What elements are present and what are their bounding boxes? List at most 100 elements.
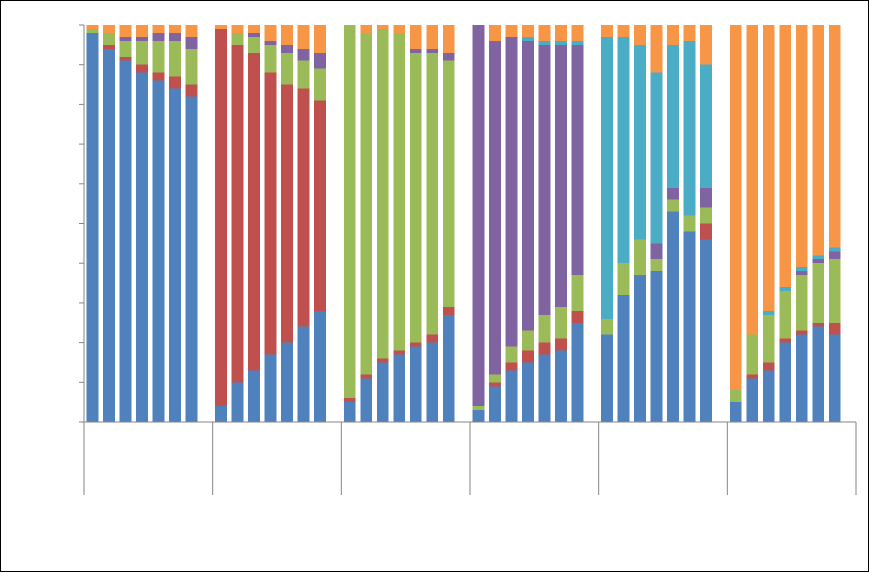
bar-segment-g2-b1-s6 <box>215 25 227 29</box>
bar-segment-g6-b3-s2 <box>762 362 775 371</box>
bar-segment-g3-b3-s3 <box>376 28 389 359</box>
bar-segment-g2-b4-s3 <box>264 44 277 73</box>
bar-segment-g2-b7-s1 <box>314 310 326 422</box>
bar-segment-g3-b7-s2 <box>442 306 455 315</box>
bar-segment-g1-b6-s1 <box>169 88 181 423</box>
bar-segment-g4-b2-s3 <box>489 374 501 383</box>
bar-segment-g3-b1-s1 <box>343 402 356 422</box>
bar-segment-g6-b5-s4 <box>795 271 808 276</box>
bar-segment-g1-b4-s1 <box>136 72 148 422</box>
bar-segment-g1-b1-s6 <box>86 25 99 29</box>
bar-segment-g6-b3-s6 <box>762 25 775 311</box>
bar-segment-g1-b6-s4 <box>169 32 181 41</box>
bar-segment-g5-b5-s6 <box>667 25 679 45</box>
bar-segment-g5-b7-s2 <box>700 223 712 240</box>
bar-segment-g1-b2-s3 <box>103 32 115 45</box>
bar-segment-g4-b6-s4 <box>555 44 567 307</box>
bar-segment-g5-b1-s6 <box>601 25 613 37</box>
bar-segment-g4-b6-s5 <box>555 40 567 45</box>
bar-segment-g2-b4-s2 <box>264 72 277 355</box>
bar-segment-g5-b2-s5 <box>617 36 630 264</box>
bar-segment-g4-b2-s6 <box>489 25 501 41</box>
bar-segment-g1-b3-s3 <box>119 40 132 57</box>
bar-segment-g6-b7-s1 <box>828 334 841 422</box>
bar-segment-g6-b1-s6 <box>729 25 742 391</box>
bar-segment-g4-b1-s1 <box>472 410 485 422</box>
bar-segment-g1-b5-s1 <box>152 80 165 422</box>
bar-segment-g2-b5-s2 <box>281 84 293 343</box>
bar-segment-g4-b3-s3 <box>505 346 518 363</box>
bar-segment-g4-b4-s3 <box>522 330 534 351</box>
bar-segment-g3-b7-s6 <box>442 25 455 53</box>
bar-segment-g3-b7-s1 <box>442 314 455 422</box>
bar-segment-g6-b5-s3 <box>795 275 808 331</box>
bar-segment-g6-b5-s6 <box>795 25 808 268</box>
bar-segment-g6-b2-s2 <box>746 374 759 379</box>
bar-segment-g6-b2-s6 <box>746 25 759 335</box>
bar-segment-g6-b4-s2 <box>779 338 792 343</box>
bar-segment-g2-b2-s1 <box>231 382 244 422</box>
bar-segment-g6-b2-s1 <box>746 378 759 422</box>
bar-segment-g5-b6-s5 <box>683 40 696 216</box>
bar-segment-g4-b3-s2 <box>505 362 518 371</box>
bar-segment-g3-b4-s2 <box>393 350 406 355</box>
bar-segment-g1-b6-s6 <box>169 25 181 33</box>
bar-segment-g1-b7-s4 <box>185 36 198 49</box>
bar-segment-g4-b4-s1 <box>522 362 534 422</box>
bar-segment-g3-b5-s6 <box>409 25 422 49</box>
bar-segment-g2-b2-s3 <box>231 32 244 45</box>
bar-segment-g2-b6-s4 <box>297 48 310 61</box>
bar-segment-g1-b2-s6 <box>103 25 115 33</box>
bar-segment-g3-b2-s6 <box>360 25 373 33</box>
bar-segment-g6-b6-s3 <box>812 263 825 323</box>
bar-segment-g4-b5-s4 <box>538 44 551 315</box>
bar-segment-g3-b6-s2 <box>426 334 439 343</box>
bar-segment-g3-b7-s3 <box>442 60 455 307</box>
bar-segment-g2-b5-s3 <box>281 52 293 85</box>
bar-segment-g1-b4-s2 <box>136 64 148 73</box>
bar-segment-g5-b5-s4 <box>667 187 679 200</box>
bar-segment-g4-b5-s2 <box>538 342 551 355</box>
bar-segment-g1-b5-s2 <box>152 72 165 81</box>
bar-segment-g4-b7-s5 <box>571 40 584 45</box>
bar-segment-g6-b7-s6 <box>828 25 841 248</box>
bar-segment-g5-b3-s6 <box>634 25 646 45</box>
bar-segment-g1-b6-s3 <box>169 40 181 77</box>
bar-segment-g3-b2-s1 <box>360 378 373 422</box>
bar-segment-g6-b6-s5 <box>812 255 825 260</box>
bar-segment-g4-b3-s6 <box>505 25 518 37</box>
bar-segment-g2-b6-s3 <box>297 60 310 89</box>
bar-segment-g5-b7-s4 <box>700 187 712 208</box>
bar-segment-g6-b4-s6 <box>779 25 792 288</box>
bar-segment-g6-b2-s3 <box>746 334 759 375</box>
bar-segment-g5-b4-s3 <box>650 259 663 272</box>
bar-segment-g5-b5-s5 <box>667 44 679 188</box>
bar-segment-g1-b5-s4 <box>152 32 165 41</box>
bar-segment-g1-b6-s2 <box>169 76 181 89</box>
bar-segment-g5-b1-s1 <box>601 334 613 422</box>
bar-segment-g6-b5-s2 <box>795 330 808 335</box>
bar-segment-g5-b2-s3 <box>617 263 630 295</box>
bar-segment-g5-b2-s1 <box>617 294 630 422</box>
bar-segment-g6-b5-s1 <box>795 334 808 422</box>
bar-segment-g5-b7-s1 <box>700 239 712 422</box>
bar-segment-g4-b4-s6 <box>522 25 534 37</box>
bar-segment-g2-b7-s2 <box>314 100 326 311</box>
bar-segment-g1-b3-s6 <box>119 25 132 37</box>
bar-segment-g1-b7-s2 <box>185 84 198 97</box>
bar-segment-g3-b4-s6 <box>393 25 406 33</box>
bar-segment-g2-b7-s3 <box>314 68 326 101</box>
bar-segment-g4-b6-s2 <box>555 338 567 351</box>
bar-segment-g2-b3-s1 <box>248 370 260 422</box>
bar-segment-g4-b2-s4 <box>489 40 501 375</box>
bar-segment-g5-b2-s6 <box>617 25 630 37</box>
bar-segment-g2-b5-s1 <box>281 342 293 422</box>
bar-segment-g6-b7-s4 <box>828 251 841 260</box>
bar-segment-g6-b4-s3 <box>779 290 792 339</box>
bar-segment-g2-b7-s6 <box>314 25 326 53</box>
bar-segment-g3-b6-s1 <box>426 342 439 422</box>
bar-segment-g5-b4-s1 <box>650 271 663 422</box>
bar-segment-g5-b3-s5 <box>634 44 646 240</box>
